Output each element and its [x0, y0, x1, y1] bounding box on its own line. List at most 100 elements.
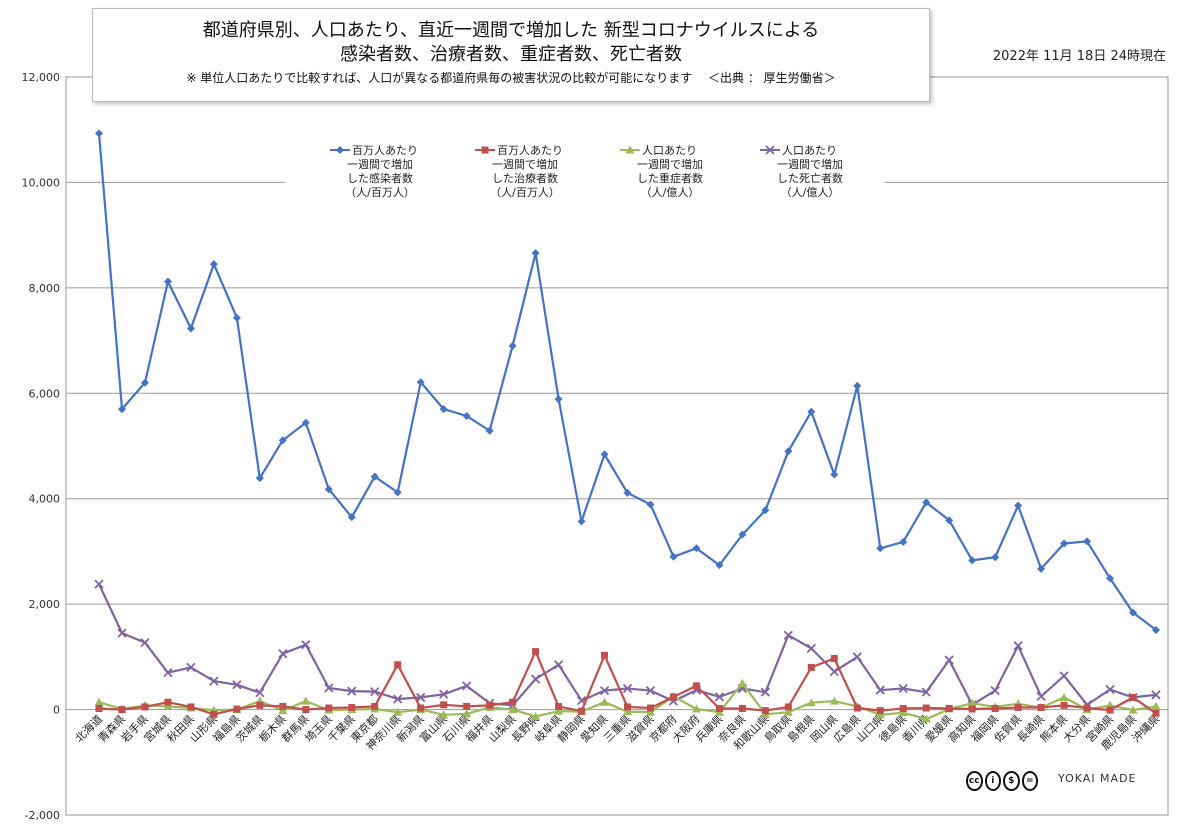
y-tick-label: 0: [53, 704, 60, 717]
data-point-severe: [737, 678, 747, 687]
data-point-infections: [692, 544, 701, 553]
data-point-treatments: [876, 707, 884, 715]
data-point-infections: [416, 378, 425, 387]
data-point-deaths: [462, 681, 472, 691]
data-point-deaths: [232, 680, 242, 690]
data-point-severe: [278, 706, 288, 715]
data-point-deaths: [852, 652, 862, 662]
data-point-deaths: [1151, 690, 1161, 700]
data-point-treatments: [738, 705, 746, 713]
data-point-deaths: [806, 643, 816, 654]
data-point-treatments: [968, 705, 976, 713]
data-point-treatments: [624, 703, 631, 711]
data-point-infections: [393, 488, 402, 497]
data-point-deaths: [530, 674, 541, 684]
data-point-infections: [531, 249, 540, 258]
data-point-treatments: [853, 704, 861, 712]
data-point-treatments: [669, 693, 677, 701]
data-point-treatments: [807, 663, 815, 671]
data-point-treatments: [922, 704, 930, 712]
data-point-severe: [806, 698, 816, 707]
legend-background: [285, 138, 885, 212]
y-axis: -2,000 0 2,000 4,000 6,000 8,000 10,000 12,000: [22, 71, 61, 822]
data-point-severe: [691, 704, 701, 713]
data-point-treatments: [761, 707, 769, 715]
data-point-infections: [163, 277, 172, 286]
y-tick-label: 4,000: [29, 493, 61, 506]
chart-title-line2: 感染者数、治療者数、重症者数、死亡者数: [340, 44, 682, 65]
data-point-infections: [1014, 501, 1023, 510]
series-infections: [95, 129, 1160, 634]
data-point-treatments: [830, 654, 838, 662]
brand-logo: YOKAI MADE: [1058, 772, 1137, 785]
legend-label: した感染者数: [347, 171, 413, 185]
data-point-deaths: [94, 579, 104, 589]
data-point-treatments: [1060, 701, 1068, 709]
data-point-treatments: [118, 706, 126, 714]
data-point-deaths: [622, 683, 633, 694]
data-point-treatments: [164, 698, 172, 706]
data-point-infections: [899, 537, 908, 546]
data-point-deaths: [1059, 671, 1069, 681]
data-point-treatments: [1014, 703, 1022, 711]
data-point-infections: [117, 405, 126, 414]
data-point-severe: [554, 706, 564, 715]
data-point-deaths: [760, 687, 771, 697]
data-point-infections: [95, 129, 103, 138]
series-lines: [94, 129, 1161, 723]
data-point-treatments: [348, 703, 356, 711]
legend-label: 百万人あたり: [497, 144, 563, 157]
data-point-treatments: [210, 710, 218, 718]
data-point-treatments: [784, 703, 792, 711]
data-point-treatments: [899, 705, 907, 713]
legend-marker: [765, 145, 775, 155]
data-point-treatments: [463, 702, 471, 710]
data-point-deaths: [1105, 684, 1115, 695]
data-point-treatments: [715, 705, 723, 713]
data-point-deaths: [324, 683, 334, 693]
legend-label: 百万人あたり: [352, 144, 418, 157]
data-point-deaths: [599, 685, 610, 696]
data-point-infections: [784, 447, 793, 456]
data-point-treatments: [486, 701, 494, 709]
data-point-infections: [485, 426, 494, 435]
cc-icon: cc: [966, 771, 983, 791]
data-point-infections: [278, 436, 287, 445]
data-point-deaths: [921, 687, 931, 697]
data-point-deaths: [783, 630, 793, 640]
as-of-date: 2022年 11月 18日 24時現在: [992, 49, 1166, 64]
data-point-infections: [761, 506, 770, 515]
data-point-severe: [393, 707, 403, 716]
data-point-severe: [1151, 701, 1161, 710]
data-point-infections: [945, 516, 954, 525]
data-point-severe: [1128, 705, 1138, 714]
data-point-infections: [301, 418, 310, 427]
data-point-treatments: [302, 706, 310, 714]
data-point-infections: [968, 556, 977, 565]
data-point-deaths: [875, 685, 885, 695]
data-point-deaths: [301, 640, 311, 650]
data-point-infections: [577, 517, 586, 526]
data-point-deaths: [898, 683, 908, 694]
data-point-treatments: [440, 701, 448, 709]
data-point-infections: [807, 407, 816, 416]
data-point-deaths: [255, 688, 265, 698]
data-point-deaths: [714, 692, 725, 702]
legend-label: 人口あたり: [782, 144, 837, 157]
y-tick-label: 12,000: [22, 71, 61, 84]
data-point-treatments: [1129, 693, 1137, 701]
y-tick-label: 8,000: [29, 282, 61, 295]
data-point-infections: [1083, 537, 1092, 546]
by-icon: i: [984, 771, 1001, 791]
data-point-treatments: [555, 702, 563, 710]
data-point-deaths: [944, 655, 954, 665]
data-point-treatments: [1106, 706, 1114, 714]
data-point-severe: [623, 707, 632, 716]
data-point-severe: [94, 697, 104, 706]
data-point-severe: [967, 698, 977, 707]
series-treatments: [95, 648, 1160, 718]
data-point-treatments: [187, 703, 195, 711]
